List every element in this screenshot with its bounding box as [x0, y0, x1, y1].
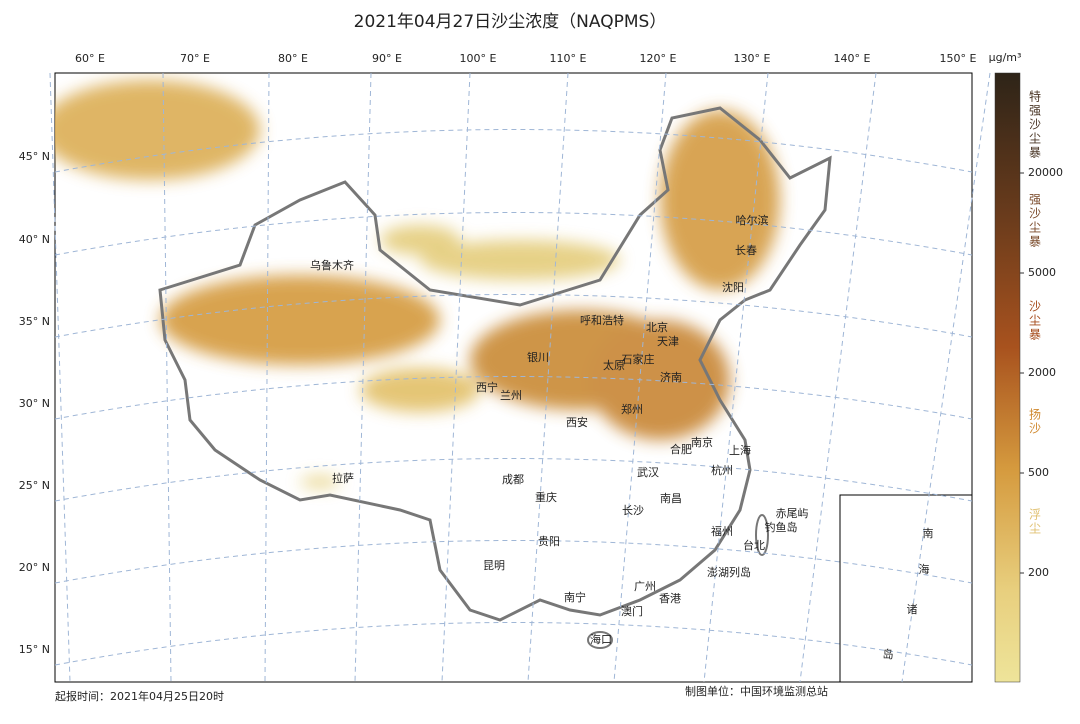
meridian [354, 72, 372, 683]
longitude-label: 70° E [180, 52, 210, 65]
city-label: 贵阳 [538, 535, 560, 548]
city-label: 赤尾屿 [776, 507, 809, 520]
inset-label: 岛 [883, 647, 894, 661]
meridian [441, 72, 471, 683]
city-label: 重庆 [535, 490, 557, 504]
colorbar-tick-label: 20000 [1028, 166, 1063, 179]
latitude-label: 30° N [19, 397, 50, 410]
meridian [162, 72, 172, 683]
city-label: 香港 [659, 592, 681, 605]
latitude-label: 40° N [19, 233, 50, 246]
china-border [158, 106, 832, 622]
inset-label: 海 [919, 562, 930, 576]
parallel [54, 622, 973, 666]
city-label: 长沙 [622, 504, 644, 517]
meridian [527, 72, 569, 683]
city-label: 台北 [743, 538, 765, 552]
city-label: 钓鱼岛 [765, 520, 798, 534]
parallel [54, 129, 973, 173]
colorbar [994, 72, 1021, 683]
city-label: 济南 [660, 370, 682, 384]
longitude-label: 130° E [734, 52, 771, 65]
parallel [54, 540, 973, 584]
colorbar-tick-label: 200 [1028, 566, 1049, 579]
city-label: 武汉 [637, 466, 659, 479]
latitude-label: 45° N [19, 150, 50, 163]
city-label: 兰州 [500, 389, 522, 402]
city-label: 郑州 [621, 402, 643, 416]
meridian [613, 72, 667, 683]
city-label: 长春 [735, 244, 757, 257]
dust-layer [55, 80, 832, 649]
colorbar-tick-label: 5000 [1028, 266, 1056, 279]
city-label: 合肥 [670, 442, 692, 456]
city-label: 乌鲁木齐 [310, 258, 354, 272]
longitude-label: 80° E [278, 52, 308, 65]
city-label: 广州 [634, 580, 656, 593]
latitude-label: 25° N [19, 479, 50, 492]
longitude-label: 120° E [640, 52, 677, 65]
producer: 制图单位：中国环境监测总站 [685, 684, 828, 698]
parallel [54, 376, 973, 420]
colorbar-level: 特强沙尘暴 [1028, 89, 1042, 160]
latitude-label: 35° N [19, 315, 50, 328]
city-label: 澎湖列岛 [707, 565, 751, 579]
colorbar-level: 扬沙 [1028, 407, 1042, 436]
parallel [54, 212, 973, 256]
city-label: 海口 [590, 632, 612, 646]
city-label: 呼和浩特 [580, 313, 624, 327]
longitude-label: 150° E [940, 52, 977, 65]
forecast-time: 起报时间：2021年04月25日20时 [55, 689, 224, 703]
city-label: 北京 [646, 320, 668, 334]
city-label: 石家庄 [622, 352, 655, 366]
longitude-label: 140° E [834, 52, 871, 65]
longitude-label: 100° E [460, 52, 497, 65]
city-label: 南京 [691, 435, 713, 449]
colorbar-tick-label: 2000 [1028, 366, 1056, 379]
taiwan [755, 514, 769, 556]
inset-label: 南 [923, 527, 934, 540]
meridian [799, 72, 877, 683]
inset-label: 诸 [907, 603, 918, 616]
city-label: 成都 [502, 473, 524, 486]
longitude-label: 110° E [550, 52, 587, 65]
city-label: 哈尔滨 [736, 213, 769, 227]
meridian [901, 72, 991, 683]
city-label: 南宁 [564, 590, 586, 604]
latitude-label: 20° N [19, 561, 50, 574]
colorbar-level: 沙尘暴 [1028, 300, 1042, 342]
latitude-label: 15° N [19, 643, 50, 656]
city-label: 沈阳 [722, 280, 744, 294]
city-label: 上海 [729, 443, 751, 457]
city-label: 天津 [657, 335, 679, 348]
colorbar-unit: μg/m³ [989, 51, 1022, 64]
city-label: 昆明 [483, 559, 505, 572]
city-label: 福州 [711, 524, 733, 538]
city-label: 银川 [527, 350, 549, 364]
map-title: 2021年04月27日沙尘浓度（NAQPMS） [354, 12, 667, 32]
city-label: 太原 [603, 359, 625, 372]
meridian [703, 72, 769, 683]
city-label: 杭州 [711, 463, 733, 477]
city-label: 南昌 [660, 492, 682, 505]
colorbar-level: 浮尘 [1028, 508, 1042, 536]
hainan [587, 631, 613, 649]
colorbar-level: 强沙尘暴 [1028, 193, 1042, 249]
city-label: 澳门 [621, 604, 643, 618]
inset-frame [839, 494, 973, 683]
colorbar-tick-label: 500 [1028, 466, 1049, 479]
longitude-label: 60° E [75, 52, 105, 65]
city-label: 西安 [566, 415, 588, 429]
longitude-label: 90° E [372, 52, 402, 65]
meridian [264, 72, 270, 683]
city-label: 拉萨 [332, 471, 354, 485]
parallel [54, 294, 973, 338]
parallel [54, 458, 973, 502]
city-label: 西宁 [476, 380, 498, 394]
